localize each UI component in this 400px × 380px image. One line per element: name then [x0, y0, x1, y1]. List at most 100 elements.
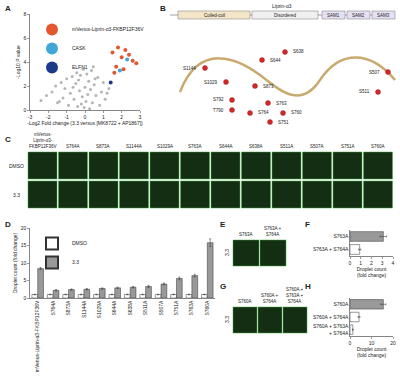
svg-text:4: 4	[24, 59, 27, 65]
svg-text:S763A: S763A	[188, 144, 202, 149]
svg-text:S1144A: S1144A	[126, 144, 142, 149]
svg-text:0: 0	[24, 107, 27, 113]
svg-text:0: 0	[349, 340, 352, 346]
svg-text:10: 10	[21, 260, 27, 266]
svg-text:Droplet count (fold change): Droplet count (fold change)	[12, 233, 18, 294]
svg-text:G: G	[220, 282, 226, 291]
svg-text:S638A: S638A	[249, 144, 263, 149]
svg-text:Droplet count(fold change): Droplet count(fold change)	[357, 266, 387, 279]
svg-text:1: 1	[359, 260, 362, 266]
svg-text:5: 5	[24, 277, 27, 283]
svg-text:CASK: CASK	[72, 45, 86, 51]
svg-text:1: 1	[102, 114, 105, 120]
svg-text:S763A +S764A: S763A +S764A	[264, 226, 282, 237]
svg-text:S760A: S760A	[371, 144, 385, 149]
svg-text:S763A: S763A	[189, 300, 195, 316]
svg-text:2: 2	[24, 83, 27, 89]
svg-text:S792: S792	[213, 97, 224, 102]
svg-text:0: 0	[349, 260, 352, 266]
svg-text:S873: S873	[263, 84, 274, 89]
svg-text:2: 2	[120, 114, 123, 120]
svg-text:-3: -3	[28, 114, 33, 120]
svg-text:-1: -1	[64, 114, 69, 120]
svg-text:3.3: 3.3	[224, 316, 230, 323]
svg-text:S638A: S638A	[127, 300, 133, 316]
svg-text:S760A +S763A +S764A: S760A +S763A +S764A	[286, 287, 304, 304]
svg-text:E: E	[220, 220, 226, 229]
svg-text:S511A: S511A	[142, 300, 148, 315]
svg-text:C: C	[5, 135, 11, 144]
svg-text:0: 0	[84, 114, 87, 120]
svg-text:B: B	[160, 4, 166, 13]
svg-text:mVenus-Liprin-α3-FKBP12F36V: mVenus-Liprin-α3-FKBP12F36V	[29, 132, 57, 149]
svg-text:3: 3	[139, 114, 142, 120]
svg-text:S763A: S763A	[239, 232, 253, 237]
svg-text:15: 15	[21, 242, 27, 248]
svg-text:DMSO: DMSO	[72, 240, 87, 246]
svg-text:Droplet count(fold change): Droplet count(fold change)	[357, 346, 387, 359]
svg-text:SAM2: SAM2	[352, 13, 365, 18]
svg-text:4: 4	[392, 260, 395, 266]
svg-text:S638: S638	[293, 49, 304, 54]
svg-text:S1029A: S1029A	[96, 300, 102, 318]
svg-text:S1029: S1029	[204, 80, 218, 85]
svg-text:S644A: S644A	[219, 144, 233, 149]
svg-text:S763A: S763A	[333, 233, 349, 239]
svg-text:S760A +S764A: S760A +S764A	[261, 293, 279, 304]
svg-text:H: H	[305, 282, 311, 291]
svg-text:S764: S764	[258, 110, 269, 115]
svg-text:F: F	[305, 220, 310, 229]
svg-text:S507A: S507A	[158, 300, 164, 316]
svg-text:mVenus-Liprin-α3-FKBP12F36V: mVenus-Liprin-α3-FKBP12F36V	[72, 26, 144, 32]
svg-text:DMSO: DMSO	[9, 163, 24, 169]
svg-text:S507A: S507A	[310, 144, 324, 149]
svg-text:S763A + S764A: S763A + S764A	[313, 246, 349, 252]
svg-text:20: 20	[21, 225, 27, 231]
svg-text:S644A: S644A	[111, 300, 117, 316]
svg-text:3.3: 3.3	[13, 192, 20, 198]
svg-text:0: 0	[24, 295, 27, 301]
svg-text:S760A: S760A	[238, 299, 252, 304]
svg-text:S763: S763	[276, 101, 287, 106]
svg-text:S760A + S763A+ S764A: S760A + S763A+ S764A	[313, 323, 349, 336]
svg-text:-2: -2	[46, 114, 51, 120]
svg-text:S764A: S764A	[50, 300, 56, 316]
svg-text:S507: S507	[369, 70, 380, 75]
svg-text:S1144: S1144	[183, 66, 196, 71]
svg-text:S760A: S760A	[333, 301, 349, 307]
svg-text:S751A: S751A	[173, 300, 179, 316]
svg-text:S764A: S764A	[66, 144, 80, 149]
svg-text:SAM1: SAM1	[327, 13, 340, 18]
svg-text:-Log10 P value: -Log10 P value	[15, 45, 21, 79]
svg-text:T790: T790	[213, 108, 224, 113]
svg-text:3.3: 3.3	[224, 249, 230, 256]
svg-text:6: 6	[24, 35, 27, 41]
svg-text:S760A + S764A: S760A + S764A	[313, 314, 349, 320]
svg-text:3.3: 3.3	[72, 259, 79, 265]
svg-text:S873A: S873A	[96, 144, 110, 149]
svg-text:S751: S751	[278, 120, 289, 125]
svg-text:S511: S511	[359, 89, 370, 94]
svg-text:S873A: S873A	[65, 300, 71, 316]
svg-text:Disordered: Disordered	[274, 13, 297, 18]
svg-text:Liprin-α3: Liprin-α3	[272, 3, 292, 9]
svg-text:A: A	[5, 4, 11, 13]
svg-text:S644: S644	[270, 58, 281, 63]
svg-text:ELFN1: ELFN1	[72, 64, 88, 70]
svg-text:Coiled-coil: Coiled-coil	[204, 13, 225, 18]
svg-text:2: 2	[370, 260, 373, 266]
svg-text:S760: S760	[291, 110, 302, 115]
svg-text:10: 10	[369, 340, 375, 346]
svg-text:S1029A: S1029A	[157, 144, 173, 149]
svg-text:S760A: S760A	[204, 300, 210, 316]
svg-text:-Log2 Fold change (3.3 versus: -Log2 Fold change (3.3 versus [MK8722 + …	[27, 120, 143, 126]
svg-text:D: D	[5, 220, 11, 229]
svg-text:S751A: S751A	[341, 144, 355, 149]
svg-text:S511A: S511A	[280, 144, 293, 149]
svg-text:S1144A: S1144A	[81, 300, 87, 318]
svg-text:mVenus-Liprin-α3-FKBP12F36V: mVenus-Liprin-α3-FKBP12F36V	[34, 300, 40, 372]
svg-text:SAM3: SAM3	[377, 13, 390, 18]
svg-text:3: 3	[381, 260, 384, 266]
svg-text:20: 20	[390, 340, 396, 346]
svg-text:8: 8	[24, 11, 27, 17]
